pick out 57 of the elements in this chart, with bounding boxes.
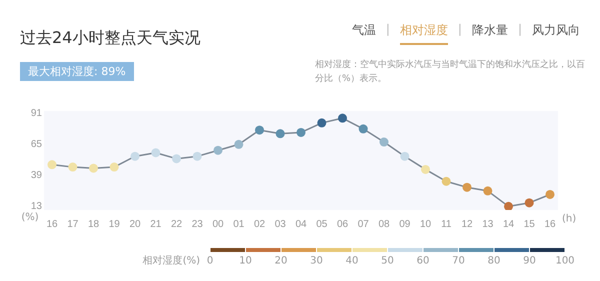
text: 相对湿度：空气中实际水汽压与当时气温下的饱和水汽压之比，以百分比（%）表示。 [315, 58, 585, 86]
color-bar-label: 0 [206, 256, 214, 267]
color-bar-label: 70 [452, 256, 465, 267]
chart-title: 过去24小时整点天气实况 [20, 28, 200, 49]
text: 降水量 [472, 22, 508, 39]
x-tick-label: 09 [399, 218, 411, 230]
x-tick-label: 04 [295, 218, 307, 230]
color-bar-label: 20 [274, 256, 288, 267]
x-tick-label: 00 [212, 218, 224, 230]
x-tick-label: 06 [336, 218, 348, 230]
x-tick-label: 22 [170, 218, 182, 230]
x-tick-label: 23 [192, 218, 204, 230]
chart-subtitle: 最大相对湿度: 89% [20, 62, 134, 81]
x-tick-label: 08 [378, 218, 390, 230]
color-bar-label: 100 [555, 256, 575, 267]
x-tick-label: 12 [461, 218, 473, 230]
x-tick-label: 02 [254, 218, 266, 230]
x-tick-label: 17 [67, 218, 79, 230]
x-tick-label: 21 [150, 218, 162, 230]
x-tick-label: 07 [358, 218, 370, 230]
x-tick-label: 20 [129, 218, 141, 230]
color-bar-label: 80 [488, 256, 500, 267]
x-tick-label: 13 [482, 218, 494, 230]
point [296, 128, 306, 137]
x-tick-label: 05 [316, 218, 328, 230]
x-tick-label: 16 [544, 218, 556, 230]
color-bar-label: 10 [239, 256, 252, 267]
text: 相对湿度 [400, 22, 448, 45]
y-tick-label: 65 [30, 139, 42, 150]
y-tick-label: 13 [30, 201, 42, 212]
point [276, 129, 285, 138]
x-tick-label: 15 [524, 218, 536, 230]
text: 风力风向 [532, 22, 580, 39]
text: | [458, 22, 462, 38]
color-bar-label: 90 [523, 256, 536, 267]
x-tick-label: 01 [233, 218, 245, 230]
x-tick-label: 19 [108, 218, 120, 230]
x-tick-label: 11 [441, 218, 452, 230]
color-bar-title: 相对湿度(%) [142, 254, 200, 267]
x-tick-label: 10 [420, 218, 432, 230]
color-bar-label: 40 [346, 256, 358, 267]
text: 气温 [352, 22, 376, 39]
color-bar-label: 50 [381, 256, 394, 267]
x-tick-label: 03 [274, 218, 286, 230]
point [255, 126, 264, 135]
color-bar-label: 30 [310, 256, 323, 267]
x-tick-label: 18 [88, 218, 100, 230]
text: | [386, 22, 390, 38]
color-bar-label: 60 [416, 256, 430, 267]
y-axis-title: (%) [21, 212, 39, 224]
x-tick-label: 16 [46, 218, 58, 230]
x-axis-title: (h) [562, 214, 576, 225]
x-tick-label: 14 [502, 218, 514, 230]
point [358, 124, 368, 134]
y-tick-label: 39 [30, 170, 42, 182]
y-tick-label: 91 [30, 108, 42, 120]
text: | [518, 22, 522, 38]
